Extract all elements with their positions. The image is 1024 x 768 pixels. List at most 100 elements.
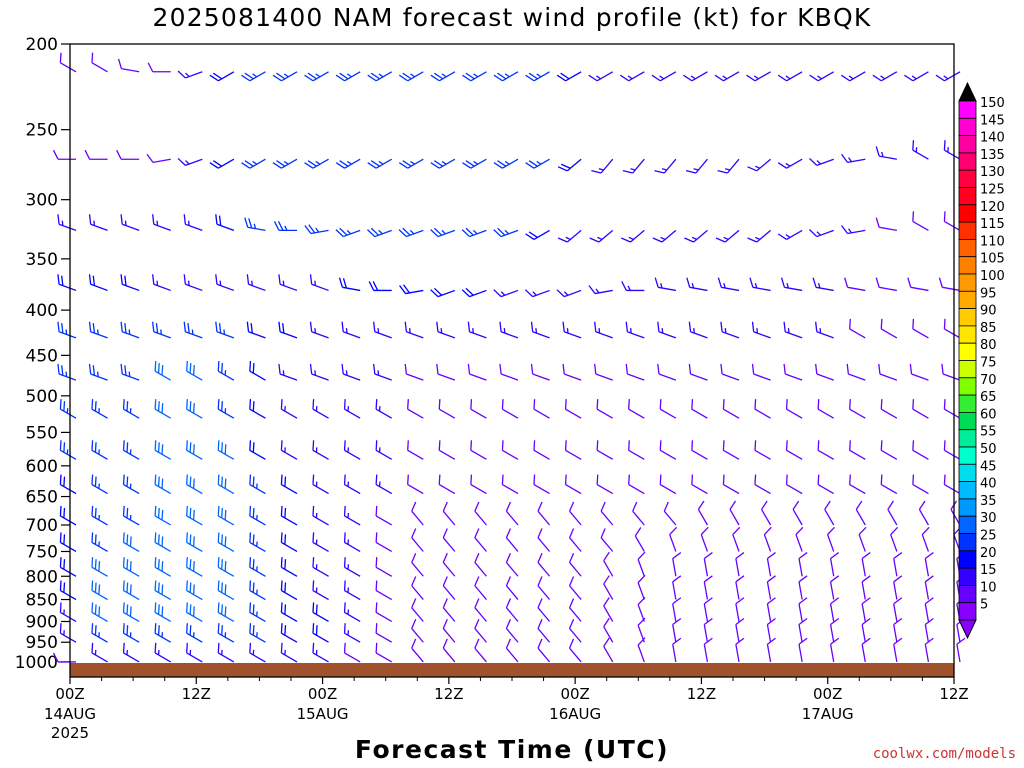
wind-barb xyxy=(186,580,203,601)
wind-barb xyxy=(407,399,424,419)
wind-barb xyxy=(861,618,871,643)
wind-barb xyxy=(785,399,803,419)
wind-barb xyxy=(217,399,235,419)
wind-barb xyxy=(564,399,582,419)
wind-barb xyxy=(588,71,614,82)
plot-frame xyxy=(69,43,955,678)
wind-barb xyxy=(722,474,740,495)
wind-barb xyxy=(122,642,140,663)
wind-barb xyxy=(122,580,140,601)
wind-barb xyxy=(766,597,776,622)
wind-barb xyxy=(217,642,235,663)
wind-barb xyxy=(430,287,456,298)
wind-barb xyxy=(280,440,298,460)
x-axis-title: Forecast Time (UTC) xyxy=(355,735,669,764)
wind-barb xyxy=(637,637,646,663)
wind-barb xyxy=(890,526,899,552)
colorbar-swatch xyxy=(958,429,977,448)
wind-barb xyxy=(312,602,329,623)
colorbar-label: 75 xyxy=(980,356,997,371)
wind-barb xyxy=(761,500,772,526)
wind-barb xyxy=(217,623,235,643)
colorbar-label: 40 xyxy=(980,477,997,492)
colorbar-swatch xyxy=(958,169,977,188)
wind-barb xyxy=(343,440,361,460)
wind-barb xyxy=(375,602,393,623)
wind-barb xyxy=(943,399,961,419)
colorbar-swatch xyxy=(958,100,977,119)
wind-barb xyxy=(474,552,487,577)
wind-barb xyxy=(470,474,487,495)
wind-barb xyxy=(177,157,203,166)
wind-barb xyxy=(122,474,140,495)
wind-barb xyxy=(467,321,487,339)
colorbar-label: 50 xyxy=(980,442,997,457)
wind-barb xyxy=(280,602,298,623)
colorbar-swatch xyxy=(958,221,977,240)
wind-barb xyxy=(375,642,393,663)
wind-barb xyxy=(872,71,898,82)
wind-barb xyxy=(57,321,77,339)
colorbar-swatch xyxy=(958,602,977,621)
wind-barb xyxy=(537,528,551,552)
wind-barb xyxy=(411,598,424,622)
wind-barb xyxy=(603,551,614,577)
wind-barb xyxy=(691,474,708,495)
wind-barb xyxy=(600,528,614,552)
wind-barb xyxy=(84,149,108,160)
wind-barb xyxy=(312,505,329,526)
wind-barb xyxy=(309,274,329,292)
wind-barb xyxy=(91,580,108,601)
wind-barb xyxy=(312,623,329,643)
wind-barb xyxy=(122,602,140,623)
wind-barb xyxy=(335,158,361,169)
wind-barb xyxy=(619,71,645,82)
wind-barb xyxy=(368,281,392,292)
wind-barb xyxy=(59,440,77,460)
wind-barb xyxy=(373,363,392,381)
wind-barb xyxy=(249,361,266,381)
wind-barb xyxy=(849,440,866,460)
wind-barb xyxy=(912,474,929,495)
wind-barbs xyxy=(52,52,966,663)
wind-barb xyxy=(91,505,108,526)
wind-barb xyxy=(840,71,866,82)
wind-barb xyxy=(154,399,172,419)
wind-barb xyxy=(399,284,424,295)
wind-barb xyxy=(505,528,519,552)
wind-barb xyxy=(909,363,929,381)
wind-barb xyxy=(91,623,108,643)
wind-barb xyxy=(343,557,361,577)
wind-barb xyxy=(154,602,172,623)
wind-barb xyxy=(215,274,235,292)
wind-barb xyxy=(628,399,645,419)
wind-barb xyxy=(474,618,487,643)
wind-barb xyxy=(893,597,903,622)
wind-barb xyxy=(628,440,645,460)
wind-barb xyxy=(735,597,745,622)
wind-barb xyxy=(367,71,393,82)
y-tick-label: 800 xyxy=(26,567,58,587)
wind-barb xyxy=(912,140,929,160)
wind-barb xyxy=(407,440,424,460)
wind-barb xyxy=(625,321,645,339)
wind-barb xyxy=(341,321,361,339)
wind-barb xyxy=(407,474,424,495)
wind-barb xyxy=(186,602,203,623)
wind-barb xyxy=(146,153,171,163)
wind-barb xyxy=(659,440,677,460)
y-tick-label: 550 xyxy=(26,423,58,443)
wind-barb xyxy=(186,474,203,495)
wind-barb xyxy=(783,321,803,339)
wind-barb xyxy=(461,287,487,298)
wind-barb xyxy=(714,71,740,82)
wind-barb xyxy=(533,399,550,419)
wind-barb xyxy=(603,637,614,663)
y-tick-label: 300 xyxy=(26,191,58,211)
wind-barb xyxy=(935,71,961,82)
wind-barb xyxy=(312,474,329,495)
wind-barb xyxy=(442,598,456,622)
wind-barb xyxy=(663,501,677,526)
wind-barb xyxy=(684,229,708,243)
